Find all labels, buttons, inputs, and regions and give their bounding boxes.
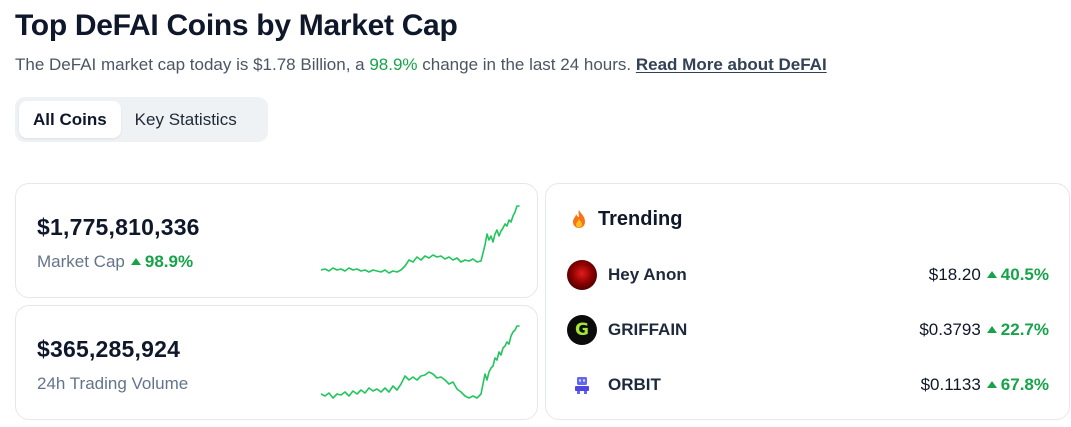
- coin-price: $0.3793: [919, 320, 981, 339]
- orbit-robot-icon: [575, 377, 589, 394]
- trending-coin-row-griffain[interactable]: G GRIFFAIN $0.3793 22.7%: [567, 313, 1049, 347]
- hey-anon-icon: [567, 260, 597, 290]
- coin-change: 40.5%: [981, 265, 1049, 285]
- market-cap-change: 98.9%: [125, 252, 193, 272]
- coin-change-value: 22.7%: [1000, 320, 1049, 339]
- trending-title: Trending: [598, 208, 683, 230]
- trading-volume-sparkline-line: [321, 325, 520, 399]
- subtitle-text: The DeFAI market cap today is $1.78 Bill…: [15, 55, 370, 74]
- fire-icon: [573, 209, 585, 228]
- coin-change: 67.8%: [981, 375, 1049, 395]
- coin-price-change: $0.1133 67.8%: [921, 375, 1049, 395]
- market-cap-value: $1,775,810,336: [37, 214, 200, 240]
- market-cap-card: $1,775,810,336 Market Cap 98.9%: [15, 183, 538, 298]
- trending-header: Trending: [570, 208, 682, 231]
- coin-change-value: 67.8%: [1000, 375, 1049, 394]
- coin-price: $0.1133: [920, 375, 981, 394]
- market-cap-sparkline-line: [321, 205, 520, 274]
- read-more-link[interactable]: Read More about DeFAI: [635, 55, 827, 74]
- subtitle-change-pct: 98.9%: [369, 55, 418, 74]
- caret-up-icon: [986, 325, 997, 333]
- page-title: Top DeFAI Coins by Market Cap: [15, 9, 458, 42]
- trading-volume-value: $365,285,924: [37, 336, 181, 362]
- coin-name: ORBIT: [608, 375, 661, 394]
- coin-name: GRIFFAIN: [608, 320, 688, 339]
- tab-key-statistics[interactable]: Key Statistics: [134, 109, 237, 129]
- coin-change: 22.7%: [981, 320, 1049, 340]
- tab-bar: All Coins Key Statistics: [15, 97, 268, 142]
- caret-up-icon: [130, 257, 141, 265]
- trending-coin-row-orbit[interactable]: ORBIT $0.1133 67.8%: [567, 368, 1049, 402]
- tab-all-coins[interactable]: All Coins: [19, 101, 121, 138]
- coin-price-change: $0.3793 22.7%: [919, 320, 1049, 340]
- trading-volume-sparkline: [321, 325, 520, 399]
- trending-coin-row-hey-anon[interactable]: Hey Anon $18.20 40.5%: [567, 258, 1049, 292]
- orbit-icon: [567, 370, 597, 400]
- page-subtitle: The DeFAI market cap today is $1.78 Bill…: [15, 55, 827, 75]
- market-cap-change-value: 98.9%: [144, 252, 194, 271]
- coin-price-change: $18.20 40.5%: [929, 265, 1049, 285]
- coin-price: $18.20: [928, 265, 981, 284]
- caret-up-icon: [986, 270, 997, 278]
- subtitle-text-suffix: change in the last 24 hours.: [417, 55, 636, 74]
- trending-card: Trending Hey Anon $18.20 40.5% G GRIFFAI…: [545, 183, 1070, 420]
- griffain-icon: G: [567, 315, 597, 345]
- trading-volume-label: 24h Trading Volume: [37, 374, 189, 393]
- coin-name: Hey Anon: [608, 265, 687, 284]
- caret-up-icon: [986, 380, 997, 388]
- trading-volume-card: $365,285,924 24h Trading Volume: [15, 305, 538, 420]
- coin-change-value: 40.5%: [1000, 265, 1049, 284]
- market-cap-label-row: Market Cap 98.9%: [37, 252, 193, 272]
- market-cap-sparkline: [321, 205, 520, 274]
- market-cap-label: Market Cap: [37, 252, 125, 271]
